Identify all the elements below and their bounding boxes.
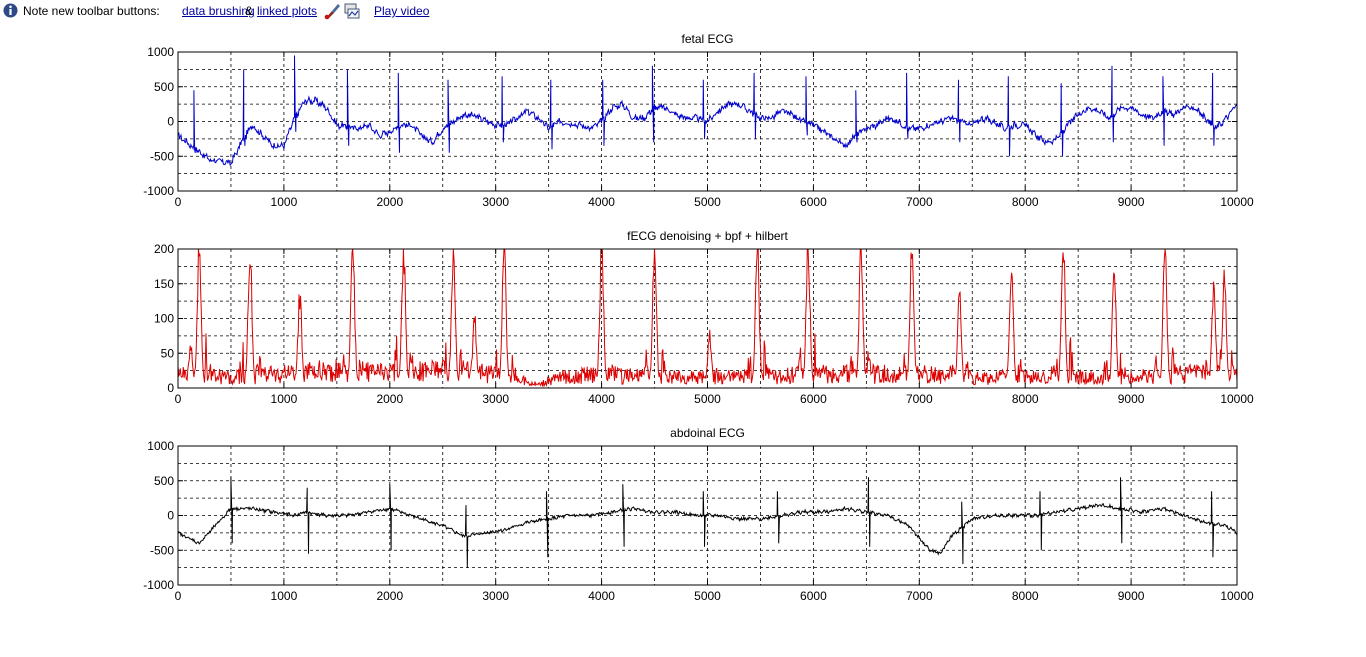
x-tick-label: 0 xyxy=(175,589,182,603)
x-tick-label: 5000 xyxy=(694,195,721,209)
linked-plots-icon[interactable] xyxy=(343,2,361,20)
brush-icon[interactable] xyxy=(323,2,341,20)
x-tick-label: 6000 xyxy=(800,195,827,209)
x-tick-label: 7000 xyxy=(906,392,933,406)
x-tick-label: 3000 xyxy=(482,195,509,209)
x-tick-label: 9000 xyxy=(1118,392,1145,406)
x-tick-label: 9000 xyxy=(1118,589,1145,603)
x-tick-label: 10000 xyxy=(1220,195,1254,209)
x-tick-label: 8000 xyxy=(1012,392,1039,406)
ampersand-text: & xyxy=(245,4,254,18)
chart-title: fECG denoising + bpf + hilbert xyxy=(627,229,788,243)
x-tick-label: 4000 xyxy=(588,589,615,603)
x-tick-label: 10000 xyxy=(1220,392,1254,406)
x-tick-label: 10000 xyxy=(1220,589,1254,603)
y-tick-label: 0 xyxy=(167,509,174,523)
x-tick-label: 0 xyxy=(175,392,182,406)
x-tick-label: 8000 xyxy=(1012,589,1039,603)
chart-2: 0 1000 2000 3000 4000 5000 6000 7000 8000 9000 100… xyxy=(154,229,1254,406)
grid xyxy=(178,52,1237,191)
x-tick-label: 1000 xyxy=(271,589,298,603)
x-tick-label: 2000 xyxy=(376,195,403,209)
x-tick-label: 2000 xyxy=(376,589,403,603)
x-tick-label: 6000 xyxy=(800,589,827,603)
play-video-link[interactable]: Play video xyxy=(374,4,430,18)
chart-1: 0 1000 2000 3000 4000 5000 6000 7000 8000 9000 100… xyxy=(143,32,1254,209)
y-tick-label: -1000 xyxy=(143,578,174,592)
y-tick-label: -1000 xyxy=(143,184,174,198)
x-tick-label: 5000 xyxy=(694,392,721,406)
x-tick-label: 4000 xyxy=(588,195,615,209)
y-tick-label: 1000 xyxy=(147,45,174,59)
y-tick-label: -500 xyxy=(150,543,174,557)
x-tick-label: 6000 xyxy=(800,392,827,406)
x-tick-label: 8000 xyxy=(1012,195,1039,209)
series-line xyxy=(177,55,1238,167)
info-bar: Note new toolbar buttons: data brushing … xyxy=(0,0,1366,22)
x-tick-label: 1000 xyxy=(271,392,298,406)
y-tick-label: 1000 xyxy=(147,439,174,453)
x-tick-label: 4000 xyxy=(588,392,615,406)
chart-3: 0 1000 2000 3000 4000 5000 6000 7000 8000 9000 100… xyxy=(143,426,1254,603)
x-tick-label: 3000 xyxy=(482,589,509,603)
x-tick-label: 9000 xyxy=(1118,195,1145,209)
y-tick-label: -500 xyxy=(150,149,174,163)
chart-title: fetal ECG xyxy=(681,32,733,46)
x-tick-label: 3000 xyxy=(482,392,509,406)
y-tick-label: 150 xyxy=(154,277,174,291)
y-tick-label: 0 xyxy=(167,115,174,129)
x-tick-label: 5000 xyxy=(694,589,721,603)
x-tick-label: 2000 xyxy=(376,392,403,406)
info-icon xyxy=(3,3,18,18)
x-tick-label: 1000 xyxy=(271,195,298,209)
y-tick-label: 50 xyxy=(161,346,175,360)
chart-title: abdoinal ECG xyxy=(670,426,745,440)
y-tick-label: 500 xyxy=(154,474,174,488)
y-tick-label: 0 xyxy=(167,381,174,395)
y-tick-label: 100 xyxy=(154,312,174,326)
series-line xyxy=(177,477,1238,568)
x-tick-label: 7000 xyxy=(906,195,933,209)
y-tick-label: 200 xyxy=(154,242,174,256)
data-brushing-link[interactable]: data brushing xyxy=(182,4,255,18)
toolbar-note-label: Note new toolbar buttons: xyxy=(23,4,160,18)
y-tick-label: 500 xyxy=(154,80,174,94)
x-tick-label: 7000 xyxy=(906,589,933,603)
x-tick-label: 0 xyxy=(175,195,182,209)
linked-plots-link[interactable]: linked plots xyxy=(257,4,318,18)
series-line xyxy=(177,248,1238,388)
